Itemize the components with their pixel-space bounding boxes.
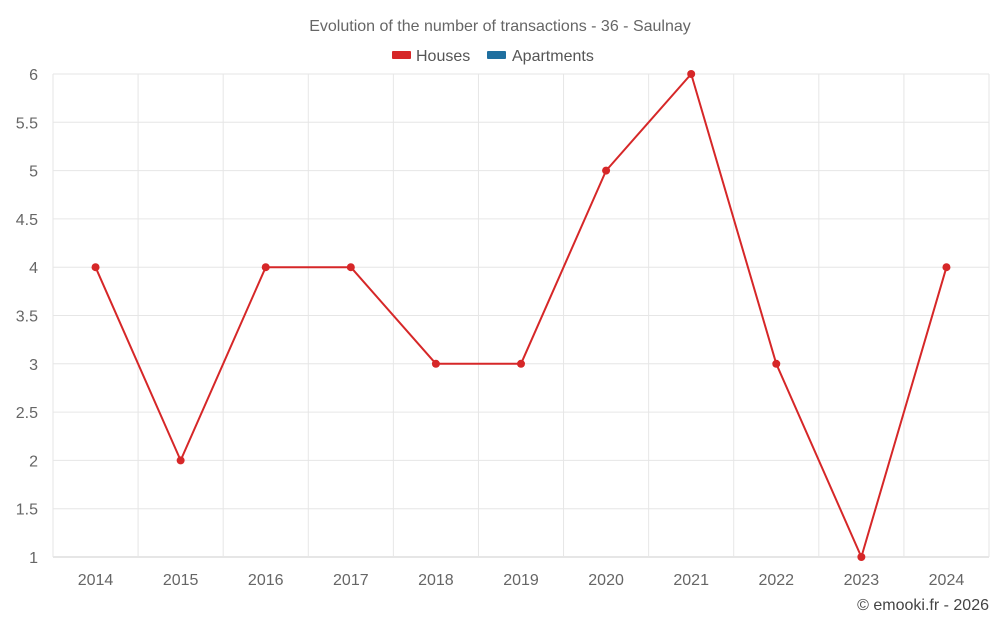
x-tick-label: 2021 — [673, 572, 709, 589]
series-houses — [91, 70, 951, 561]
y-tick-label: 6 — [29, 67, 38, 84]
legend-item-apartments[interactable]: Apartments — [487, 48, 594, 65]
grid — [52, 73, 990, 558]
data-point[interactable] — [346, 263, 355, 272]
x-tick-label: 2016 — [248, 572, 284, 589]
y-tick-label: 4 — [29, 260, 38, 277]
y-tick-label: 1.5 — [16, 502, 38, 519]
x-tick-label: 2015 — [163, 572, 199, 589]
x-tick-label: 2022 — [758, 572, 794, 589]
y-tick-label: 4.5 — [16, 212, 38, 229]
credit-text: © emooki.fr - 2026 — [857, 597, 989, 614]
y-tick-label: 3 — [29, 357, 38, 374]
legend[interactable]: Houses Apartments — [392, 48, 594, 65]
legend-label-apartments[interactable]: Apartments — [512, 48, 594, 65]
y-tick-label: 2.5 — [16, 405, 38, 422]
data-point[interactable] — [772, 359, 781, 368]
chart-title: Evolution of the number of transactions … — [309, 18, 691, 35]
data-point[interactable] — [687, 70, 696, 78]
x-tick-label: 2019 — [503, 572, 539, 589]
y-tick-label: 5 — [29, 164, 38, 181]
data-point[interactable] — [942, 263, 951, 272]
legend-swatch-houses — [392, 51, 411, 59]
x-tick-label: 2014 — [78, 572, 114, 589]
x-tick-label: 2017 — [333, 572, 369, 589]
data-point[interactable] — [176, 456, 185, 465]
data-point[interactable] — [517, 359, 525, 368]
x-tick-label: 2018 — [418, 572, 454, 589]
y-tick-label: 2 — [29, 453, 38, 470]
y-tick-label: 1 — [29, 550, 38, 567]
x-tick-label: 2023 — [844, 572, 880, 589]
x-axis-ticks: 2014 2015 2016 2017 2018 2019 2020 2021 2022 2023… — [78, 572, 965, 589]
x-tick-label: 2020 — [588, 572, 624, 589]
data-point[interactable] — [857, 553, 866, 561]
y-tick-label: 5.5 — [16, 115, 38, 132]
legend-item-houses[interactable]: Houses — [392, 48, 470, 65]
data-point[interactable] — [261, 263, 270, 272]
data-point[interactable] — [431, 359, 440, 368]
data-point[interactable] — [602, 166, 611, 175]
legend-label-houses[interactable]: Houses — [416, 48, 470, 65]
data-point[interactable] — [91, 263, 100, 272]
y-axis-ticks: 1 1.5 2 2.5 3 3.5 4 4.5 5 5.5 6 — [16, 67, 38, 567]
y-tick-label: 3.5 — [16, 309, 38, 326]
x-tick-label: 2024 — [929, 572, 965, 589]
legend-swatch-apartments — [487, 51, 506, 59]
